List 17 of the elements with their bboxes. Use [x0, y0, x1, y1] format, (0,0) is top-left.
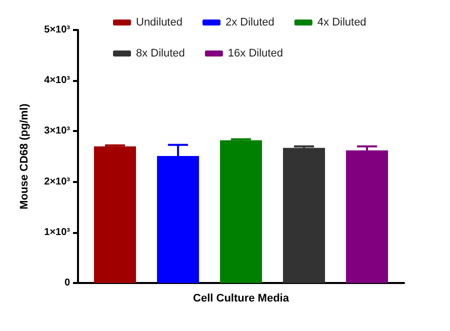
bar: [346, 150, 388, 283]
y-tick-label: 3×10³: [44, 126, 71, 137]
legend-label: 8x Diluted: [136, 48, 185, 60]
legend-label: 2x Diluted: [225, 16, 274, 28]
y-tick-label: 1×10³: [44, 226, 71, 238]
x-tick-label: Cell Culture Media: [193, 292, 290, 304]
legend-label: 16x Diluted: [228, 48, 283, 60]
bar: [94, 146, 136, 283]
y-axis-title: Mouse CD68 (pg/ml): [18, 103, 30, 210]
y-tick-label: 0: [64, 278, 70, 288]
legend-label: 4x Diluted: [317, 16, 366, 28]
bar: [283, 148, 325, 283]
legend-label: Undiluted: [136, 16, 182, 28]
y-tick-label: 4×10³: [44, 75, 71, 86]
bar: [220, 140, 262, 283]
y-tick-label: 5×10³: [44, 24, 71, 36]
y-tick-label: 2×10³: [44, 176, 71, 188]
